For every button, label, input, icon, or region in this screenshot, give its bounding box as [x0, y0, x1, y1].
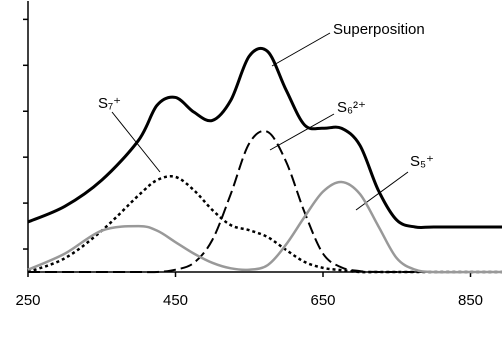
series-line: [27, 46, 502, 229]
x-tick-label: 650: [310, 292, 335, 309]
series-line: [27, 175, 502, 274]
x-tick-label: 250: [15, 292, 40, 309]
leader-line: [269, 113, 335, 151]
series-line: [27, 180, 502, 274]
series-label: S₅⁺: [410, 153, 434, 170]
series-label: Superposition: [333, 21, 425, 38]
series-label: S₆²⁺: [337, 99, 366, 116]
x-tick-label: 850: [458, 292, 483, 309]
x-tick-label: 450: [163, 292, 188, 309]
series-line: [28, 129, 502, 274]
series-label: S₇⁺: [98, 95, 121, 112]
leader-line: [355, 171, 409, 211]
leader-line: [271, 32, 331, 67]
